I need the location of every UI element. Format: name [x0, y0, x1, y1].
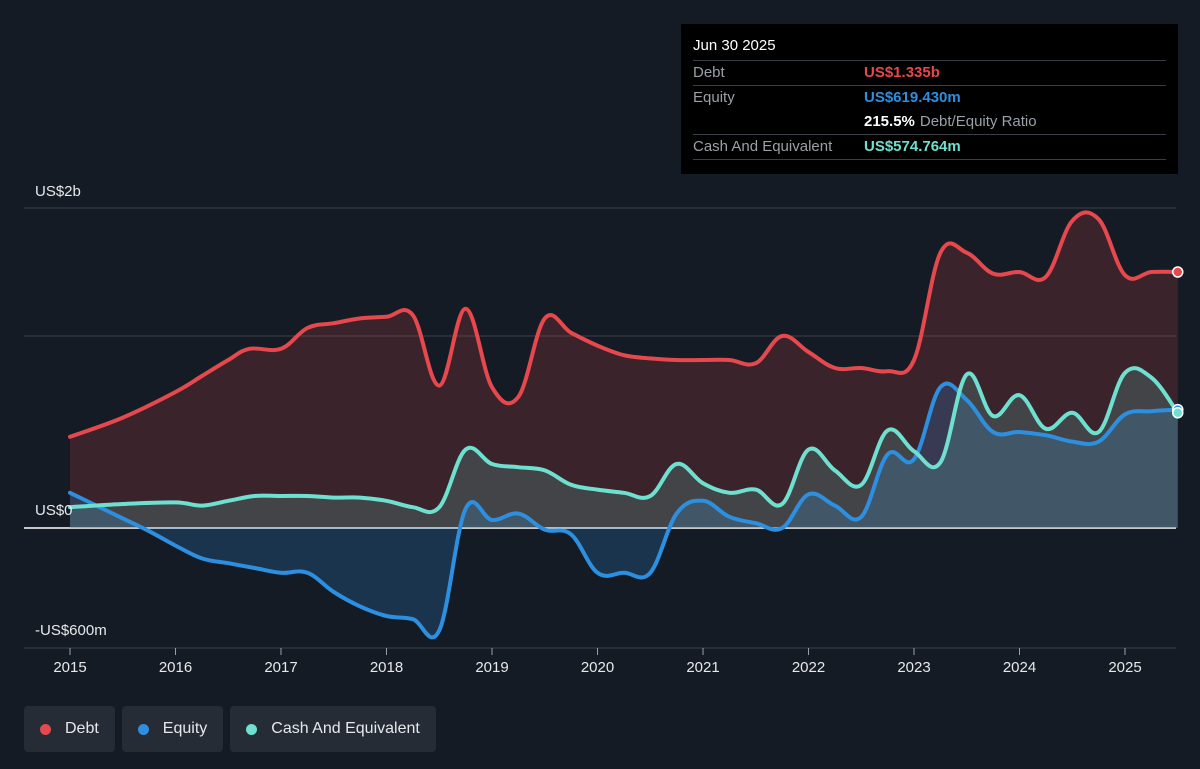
- legend-item-debt[interactable]: Debt: [24, 706, 115, 752]
- tooltip-row-equity: Equity US$619.430m: [693, 85, 1166, 110]
- tooltip-equity-value: US$619.430m: [864, 89, 961, 106]
- x-tick-label: 2019: [475, 659, 508, 676]
- tooltip-date: Jun 30 2025: [693, 37, 776, 54]
- debt-area: [70, 212, 1178, 528]
- debt-line: [68, 210, 1180, 439]
- x-tick-label: 2017: [264, 659, 297, 676]
- legend-debt-label: Debt: [65, 720, 99, 737]
- x-tick-label: 2024: [1003, 659, 1036, 676]
- cash-line: [68, 366, 1180, 515]
- x-tick-label: 2021: [686, 659, 719, 676]
- x-tick-label: 2022: [792, 659, 825, 676]
- series-lines: [68, 210, 1180, 640]
- grid-lines: [24, 207, 1176, 649]
- tooltip-cash-label: Cash And Equivalent: [693, 138, 833, 155]
- x-tick-label: 2018: [370, 659, 403, 676]
- tooltip-cash-value: US$574.764m: [864, 138, 961, 155]
- debt-end-marker: [1172, 266, 1184, 278]
- legend-item-equity[interactable]: Equity: [121, 706, 224, 752]
- series-end-markers: [1172, 266, 1184, 419]
- x-tick-label: 2020: [581, 659, 614, 676]
- x-tick-label: 2016: [159, 659, 192, 676]
- x-tick-label: 2015: [53, 659, 86, 676]
- equity-line: [68, 381, 1180, 640]
- debt-dot-icon: [40, 723, 51, 735]
- legend-equity-label: Equity: [162, 720, 208, 737]
- legend-item-cash[interactable]: Cash And Equivalent: [230, 706, 436, 752]
- y-label-bottom: -US$600m: [35, 622, 107, 639]
- cash-area: [70, 368, 1178, 528]
- y-label-top: US$2b: [35, 183, 81, 200]
- cash-dot-icon: [246, 723, 258, 735]
- y-label-zero: US$0: [35, 502, 73, 519]
- tooltip-debt-label: Debt: [693, 64, 725, 81]
- legend-cash-label: Cash And Equivalent: [271, 720, 420, 737]
- chart-legend: Debt Equity Cash And Equivalent: [24, 706, 436, 752]
- tooltip-row-debt: Debt US$1.335b: [693, 60, 1166, 85]
- data-tooltip: Jun 30 2025 Debt US$1.335b Equity US$619…: [681, 24, 1178, 174]
- tooltip-ratio-value: 215.5%: [864, 113, 915, 130]
- series-areas: [70, 212, 1178, 638]
- tooltip-row-cash: Cash And Equivalent US$574.764m: [693, 134, 1166, 160]
- x-tick-label: 2025: [1108, 659, 1141, 676]
- tooltip-debt-value: US$1.335b: [864, 64, 940, 81]
- tooltip-row-ratio: 215.5% Debt/Equity Ratio: [693, 110, 1166, 134]
- equity-dot-icon: [137, 723, 149, 735]
- tooltip-equity-label: Equity: [693, 89, 735, 106]
- cash-end-marker: [1172, 407, 1184, 419]
- equity-area: [70, 383, 1178, 638]
- x-tick-label: 2023: [897, 659, 930, 676]
- tooltip-ratio-label: Debt/Equity Ratio: [919, 113, 1037, 130]
- x-axis-ticks: 2015 2016 2017 2018 2019 2020 2021 2022 2023 2024…: [53, 648, 1142, 676]
